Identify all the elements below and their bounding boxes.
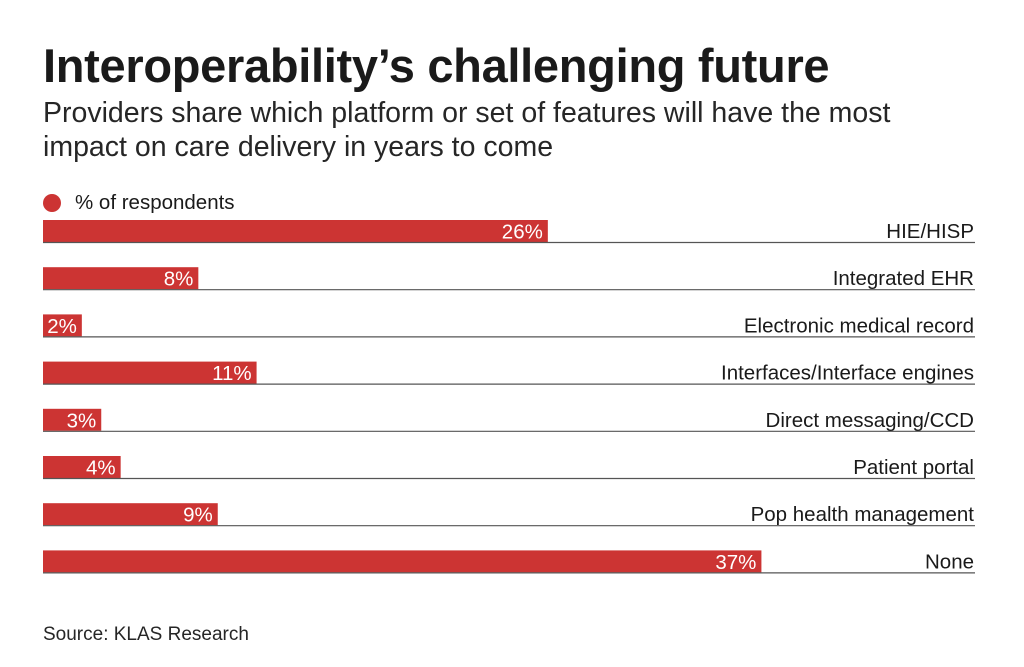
category-label: Integrated EHR xyxy=(833,267,974,290)
bar-1 xyxy=(43,267,199,290)
bar-value-label: 37% xyxy=(715,551,756,574)
legend: % of respondents xyxy=(43,190,235,216)
bar-value-label: 9% xyxy=(183,504,213,527)
legend-swatch xyxy=(43,194,61,212)
category-label: None xyxy=(925,550,974,573)
bar-value-label: 26% xyxy=(502,221,543,244)
chart-title: Interoperability’s challenging future xyxy=(43,39,830,92)
category-label: Patient portal xyxy=(853,456,974,479)
chart-subtitle: Providers share which platform or set of… xyxy=(43,97,891,163)
bar-0 xyxy=(43,220,548,242)
bar-4 xyxy=(43,408,102,431)
bar-value-label: 11% xyxy=(212,362,252,385)
category-label: Interfaces/Interface engines xyxy=(721,362,974,385)
bar-value-label: 2% xyxy=(47,315,77,338)
category-label: HIE/HISP xyxy=(886,220,974,243)
bar-6 xyxy=(43,503,218,526)
bar-value-label: 8% xyxy=(164,268,194,291)
category-label: Direct messaging/CCD xyxy=(766,409,974,432)
bar-value-label: 3% xyxy=(67,409,97,432)
source-note: Source: KLAS Research xyxy=(43,624,249,645)
legend-label: % of respondents xyxy=(75,191,235,214)
bar-2 xyxy=(43,314,82,337)
bar-5 xyxy=(43,456,121,478)
category-label: Pop health management xyxy=(751,503,975,526)
bar-value-label: 4% xyxy=(86,457,116,480)
bar-3 xyxy=(43,361,257,384)
bar-7 xyxy=(43,550,762,573)
category-label: Electronic medical record xyxy=(744,314,974,337)
